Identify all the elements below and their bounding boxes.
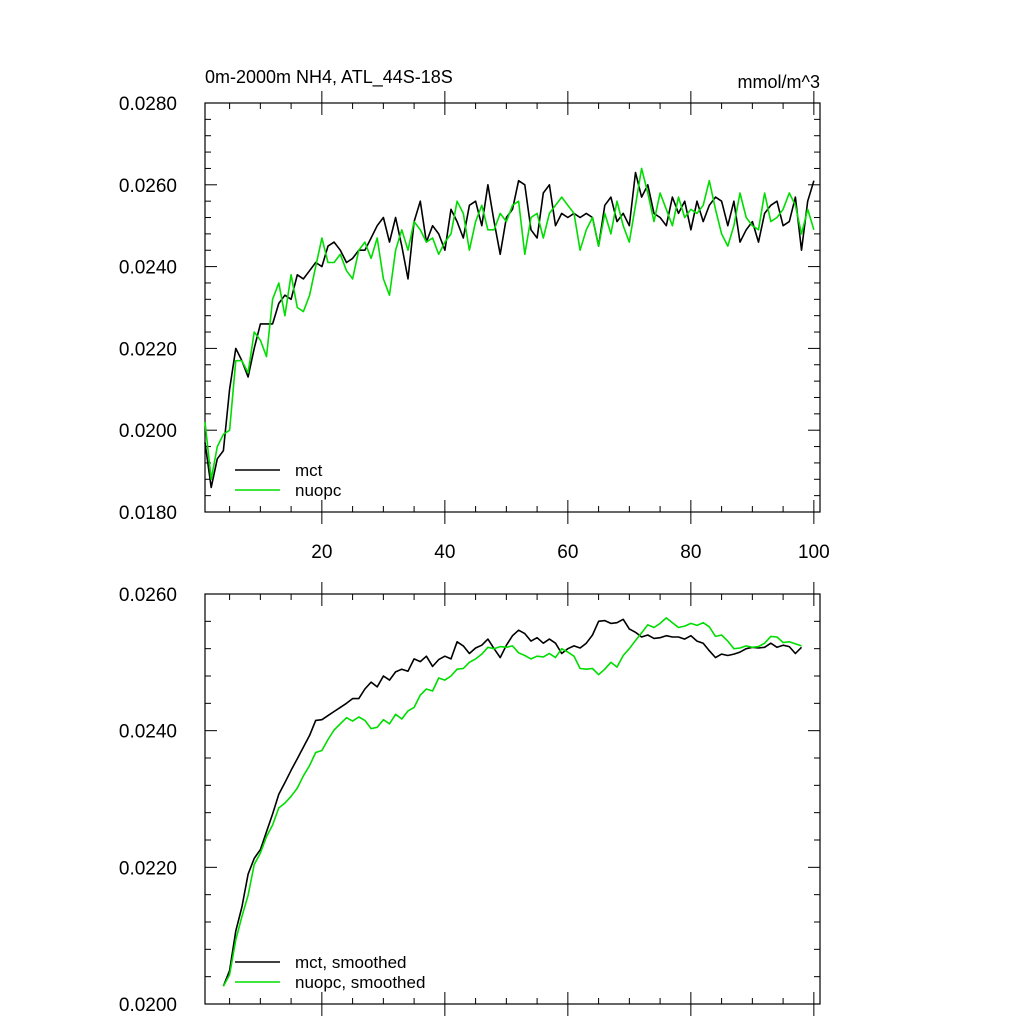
- x-tick-label: 100: [798, 542, 830, 563]
- x-tick-label: 20: [311, 542, 332, 563]
- plot-frame: [204, 102, 821, 513]
- legend-label: nuopc, smoothed: [295, 973, 425, 992]
- x-tick-label: 40: [434, 542, 455, 563]
- y-tick-label: 0.0220: [119, 339, 177, 360]
- y-tick-label: 0.0260: [119, 176, 177, 197]
- y-tick-label: 0.0280: [119, 94, 177, 115]
- units-label: mmol/m^3: [738, 72, 820, 92]
- legend-label: mct, smoothed: [295, 953, 407, 972]
- y-tick-label: 0.0200: [119, 421, 177, 442]
- x-tick-label: 60: [557, 542, 578, 563]
- y-tick-label: 0.0200: [119, 995, 177, 1016]
- legend-label: mct: [295, 461, 323, 480]
- y-tick-label: 0.0220: [119, 858, 177, 879]
- legend-label: nuopc: [295, 481, 342, 500]
- plot-frame: [204, 593, 821, 1005]
- y-tick-label: 0.0180: [119, 503, 177, 524]
- x-tick-label: 80: [680, 542, 701, 563]
- series-line-nuopc: [204, 167, 815, 481]
- y-tick-label: 0.0240: [119, 258, 177, 279]
- y-tick-label: 0.0260: [119, 585, 177, 606]
- series-line-mct: [204, 171, 815, 489]
- series-line-mct-smoothed: [222, 618, 803, 987]
- y-tick-label: 0.0240: [119, 722, 177, 743]
- chart-title: 0m-2000m NH4, ATL_44S-18S: [205, 67, 453, 88]
- series-line-nuopc-smoothed: [222, 617, 802, 987]
